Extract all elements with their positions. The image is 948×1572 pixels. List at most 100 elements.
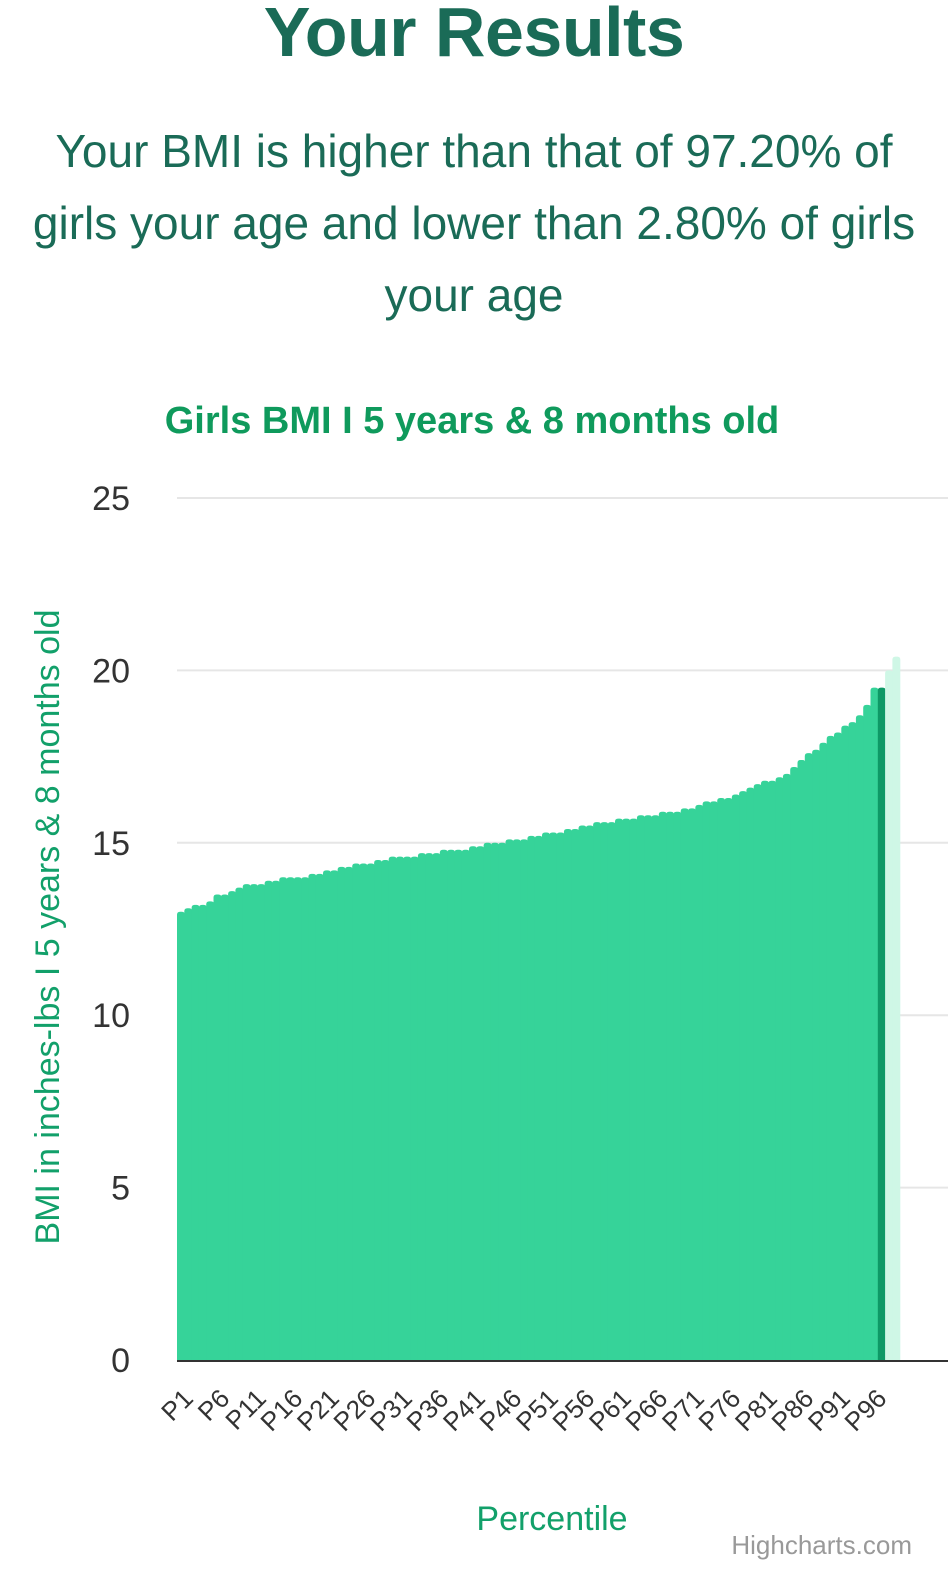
bar-P65[interactable]: [644, 815, 653, 1360]
bar-P41[interactable]: [469, 846, 477, 1360]
bar-P76[interactable]: [724, 797, 733, 1360]
bar-P25[interactable]: [352, 863, 361, 1360]
bar-P26[interactable]: [359, 863, 368, 1360]
bar-P36[interactable]: [432, 853, 441, 1360]
bar-P97[interactable]: [877, 687, 886, 1360]
bar-P66[interactable]: [651, 815, 660, 1360]
bar-P55[interactable]: [571, 829, 580, 1360]
bar-P62[interactable]: [622, 818, 631, 1360]
bar-P34[interactable]: [417, 853, 426, 1360]
bar-P47[interactable]: [512, 839, 521, 1360]
bar-P14[interactable]: [271, 880, 280, 1360]
bar-P2[interactable]: [184, 908, 193, 1360]
bar-P63[interactable]: [629, 818, 638, 1360]
bar-P96[interactable]: [870, 687, 879, 1360]
bar-P7[interactable]: [220, 894, 229, 1360]
bar-P40[interactable]: [461, 849, 470, 1360]
bar-P51[interactable]: [542, 832, 550, 1360]
bar-P77[interactable]: [731, 794, 740, 1360]
bar-P15[interactable]: [279, 877, 288, 1360]
bar-P91[interactable]: [834, 732, 842, 1360]
bar-P4[interactable]: [198, 904, 207, 1360]
bar-P35[interactable]: [425, 853, 434, 1360]
bar-P48[interactable]: [520, 839, 528, 1360]
bar-P1[interactable]: [177, 911, 185, 1360]
bar-P5[interactable]: [206, 901, 215, 1360]
bar-P11[interactable]: [250, 884, 258, 1360]
bar-P31[interactable]: [396, 856, 404, 1360]
bar-P57[interactable]: [585, 825, 594, 1360]
bar-P20[interactable]: [315, 873, 324, 1360]
bar-P83[interactable]: [775, 777, 784, 1360]
bar-P80[interactable]: [753, 784, 762, 1360]
bar-P69[interactable]: [673, 811, 682, 1360]
bar-P37[interactable]: [439, 849, 448, 1360]
bar-P56[interactable]: [578, 825, 587, 1360]
bar-P45[interactable]: [498, 842, 507, 1360]
bar-P30[interactable]: [388, 856, 397, 1360]
bar-P75[interactable]: [717, 797, 726, 1360]
bar-P98[interactable]: [885, 670, 893, 1360]
bar-P6[interactable]: [213, 894, 222, 1360]
bar-P84[interactable]: [782, 773, 791, 1360]
bar-P29[interactable]: [381, 860, 390, 1360]
bar-P16[interactable]: [286, 877, 295, 1360]
bar-P85[interactable]: [790, 766, 799, 1360]
bar-P49[interactable]: [527, 835, 536, 1360]
bar-P71[interactable]: [688, 808, 696, 1360]
bar-P38[interactable]: [447, 849, 455, 1360]
bar-P73[interactable]: [702, 801, 711, 1360]
bar-P92[interactable]: [841, 725, 850, 1360]
bar-P27[interactable]: [366, 863, 375, 1360]
bar-P81[interactable]: [761, 780, 769, 1360]
bar-P93[interactable]: [848, 722, 857, 1360]
bar-P24[interactable]: [344, 866, 353, 1360]
bar-P8[interactable]: [228, 891, 236, 1360]
bar-P28[interactable]: [374, 860, 382, 1360]
bar-P60[interactable]: [607, 822, 616, 1360]
bar-P95[interactable]: [863, 704, 872, 1360]
bar-P72[interactable]: [695, 804, 704, 1360]
bar-P67[interactable]: [658, 811, 667, 1360]
bar-P22[interactable]: [330, 870, 339, 1360]
bar-P53[interactable]: [556, 832, 565, 1360]
bar-P64[interactable]: [636, 815, 645, 1360]
bar-P61[interactable]: [615, 818, 623, 1360]
bar-P89[interactable]: [819, 742, 828, 1360]
bar-P74[interactable]: [709, 801, 718, 1360]
bar-P78[interactable]: [739, 791, 747, 1360]
bar-P9[interactable]: [235, 887, 244, 1360]
bar-P70[interactable]: [680, 808, 689, 1360]
bar-P99[interactable]: [892, 656, 901, 1360]
chart-credits[interactable]: Highcharts.com: [731, 1530, 912, 1560]
bar-P32[interactable]: [403, 856, 412, 1360]
bar-P44[interactable]: [490, 842, 499, 1360]
bar-P21[interactable]: [323, 870, 331, 1360]
bar-P52[interactable]: [549, 832, 558, 1360]
bar-P58[interactable]: [593, 822, 601, 1360]
bar-P10[interactable]: [242, 884, 251, 1360]
bar-P39[interactable]: [454, 849, 463, 1360]
bar-P87[interactable]: [804, 753, 813, 1360]
bar-P88[interactable]: [812, 749, 820, 1360]
bar-P23[interactable]: [337, 866, 346, 1360]
bar-P18[interactable]: [301, 877, 309, 1360]
bar-P33[interactable]: [410, 856, 419, 1360]
bar-P54[interactable]: [563, 829, 572, 1360]
bar-P17[interactable]: [293, 877, 302, 1360]
bar-P19[interactable]: [308, 873, 317, 1360]
bar-P43[interactable]: [483, 842, 492, 1360]
bar-P90[interactable]: [826, 735, 835, 1360]
bar-P3[interactable]: [191, 904, 200, 1360]
bar-P13[interactable]: [264, 880, 273, 1360]
bar-P12[interactable]: [257, 884, 266, 1360]
bar-P42[interactable]: [476, 846, 485, 1360]
bar-P68[interactable]: [666, 811, 674, 1360]
bar-P46[interactable]: [505, 839, 514, 1360]
bar-P82[interactable]: [768, 780, 777, 1360]
bar-P79[interactable]: [746, 787, 755, 1360]
bar-P86[interactable]: [797, 760, 806, 1360]
bar-P94[interactable]: [855, 715, 864, 1360]
bar-P59[interactable]: [600, 822, 609, 1360]
bar-P50[interactable]: [534, 835, 543, 1360]
